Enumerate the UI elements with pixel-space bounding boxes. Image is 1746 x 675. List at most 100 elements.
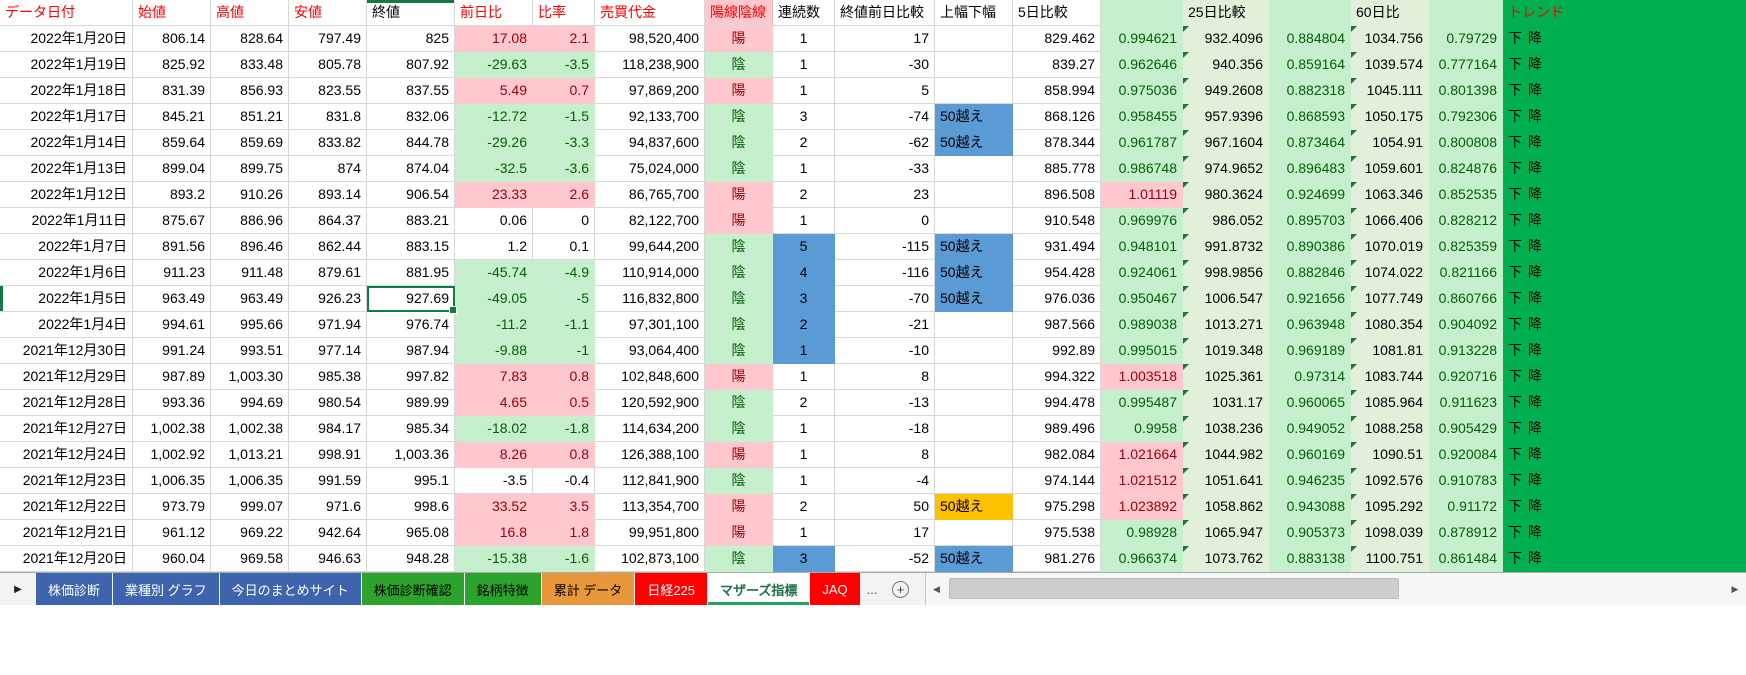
scroll-left-button[interactable]: ◀ — [926, 584, 948, 595]
cell-ma5-ratio[interactable]: 0.975036 — [1101, 78, 1183, 104]
column-header-low[interactable]: 安値 — [289, 0, 367, 26]
column-header-date[interactable]: データ日付 — [0, 0, 133, 26]
cell-high[interactable]: 828.64 — [211, 26, 289, 52]
cell-ma5-ratio[interactable]: 0.986748 — [1101, 156, 1183, 182]
cell-ma60-ratio[interactable]: 0.913228 — [1429, 338, 1503, 364]
cell-ma60[interactable]: 1081.81 — [1351, 338, 1429, 364]
cell-low[interactable]: 864.37 — [289, 208, 367, 234]
cell-ma5[interactable]: 868.126 — [1013, 104, 1101, 130]
cell-turnover[interactable]: 82,122,700 — [595, 208, 705, 234]
cell-ma25[interactable]: 1051.641 — [1183, 468, 1269, 494]
cell-open[interactable]: 973.79 — [133, 494, 211, 520]
cell-ma25-ratio[interactable]: 0.97314 — [1269, 364, 1351, 390]
cell-open[interactable]: 825.92 — [133, 52, 211, 78]
cell-candle[interactable]: 陰 — [705, 104, 773, 130]
cell-range-flag[interactable]: 50越え — [935, 234, 1013, 260]
cell-ma60[interactable]: 1054.91 — [1351, 130, 1429, 156]
cell-open[interactable]: 875.67 — [133, 208, 211, 234]
cell-ma60[interactable]: 1034.756 — [1351, 26, 1429, 52]
cell-high[interactable]: 1,003.30 — [211, 364, 289, 390]
cell-candle[interactable]: 陰 — [705, 260, 773, 286]
cell-close[interactable]: 997.82 — [367, 364, 455, 390]
cell-streak-diff[interactable]: -21 — [835, 312, 935, 338]
cell-ma5[interactable]: 975.298 — [1013, 494, 1101, 520]
cell-ma25[interactable]: 986.052 — [1183, 208, 1269, 234]
cell-ma60[interactable]: 1085.964 — [1351, 390, 1429, 416]
cell-change[interactable]: 0.06 — [455, 208, 533, 234]
cell-open[interactable]: 963.49 — [133, 286, 211, 312]
cell-high[interactable]: 1,006.35 — [211, 468, 289, 494]
scrollbar-thumb[interactable] — [948, 578, 1399, 599]
cell-consecutive[interactable]: 2 — [773, 494, 835, 520]
cell-turnover[interactable]: 99,951,800 — [595, 520, 705, 546]
cell-streak-diff[interactable]: -116 — [835, 260, 935, 286]
cell-streak-diff[interactable]: -10 — [835, 338, 935, 364]
cell-ma60-ratio[interactable]: 0.910783 — [1429, 468, 1503, 494]
cell-open[interactable]: 1,002.38 — [133, 416, 211, 442]
cell-change-pct[interactable]: 0.1 — [533, 234, 595, 260]
cell-ma25-ratio[interactable]: 0.882318 — [1269, 78, 1351, 104]
cell-trend[interactable]: 下降 — [1503, 234, 1746, 260]
cell-consecutive[interactable]: 1 — [773, 338, 835, 364]
cell-range-flag[interactable] — [935, 156, 1013, 182]
cell-date[interactable]: 2022年1月20日 — [0, 26, 133, 52]
cell-open[interactable]: 994.61 — [133, 312, 211, 338]
cell-ma25-ratio[interactable]: 0.946235 — [1269, 468, 1351, 494]
cell-turnover[interactable]: 116,832,800 — [595, 286, 705, 312]
column-header-turnover[interactable]: 売買代金 — [595, 0, 705, 26]
cell-ma60-ratio[interactable]: 0.861484 — [1429, 546, 1503, 572]
cell-change[interactable]: -18.02 — [455, 416, 533, 442]
add-sheet-button[interactable]: + — [885, 573, 917, 605]
cell-ma5[interactable]: 974.144 — [1013, 468, 1101, 494]
cell-ma5[interactable]: 931.494 — [1013, 234, 1101, 260]
cell-trend[interactable]: 下降 — [1503, 78, 1746, 104]
cell-close[interactable]: 948.28 — [367, 546, 455, 572]
cell-ma5-ratio[interactable]: 0.994621 — [1101, 26, 1183, 52]
cell-ma60-ratio[interactable]: 0.777164 — [1429, 52, 1503, 78]
cell-change-pct[interactable]: 1.8 — [533, 520, 595, 546]
cell-low[interactable]: 985.38 — [289, 364, 367, 390]
sheet-tab-4[interactable]: 株価診断確認 — [361, 573, 464, 605]
cell-ma5[interactable]: 975.538 — [1013, 520, 1101, 546]
cell-low[interactable]: 893.14 — [289, 182, 367, 208]
cell-candle[interactable]: 陰 — [705, 338, 773, 364]
cell-ma60[interactable]: 1095.292 — [1351, 494, 1429, 520]
cell-trend[interactable]: 下降 — [1503, 130, 1746, 156]
cell-turnover[interactable]: 113,354,700 — [595, 494, 705, 520]
cell-ma5[interactable]: 858.994 — [1013, 78, 1101, 104]
column-header-change-pct[interactable]: 比率 — [533, 0, 595, 26]
cell-candle[interactable]: 陰 — [705, 52, 773, 78]
cell-ma60[interactable]: 1083.744 — [1351, 364, 1429, 390]
cell-low[interactable]: 879.61 — [289, 260, 367, 286]
cell-high[interactable]: 1,002.38 — [211, 416, 289, 442]
cell-ma5[interactable]: 994.322 — [1013, 364, 1101, 390]
cell-change-pct[interactable]: -3.5 — [533, 52, 595, 78]
cell-ma60[interactable]: 1059.601 — [1351, 156, 1429, 182]
cell-change[interactable]: -9.88 — [455, 338, 533, 364]
cell-consecutive[interactable]: 2 — [773, 312, 835, 338]
cell-ma25[interactable]: 967.1604 — [1183, 130, 1269, 156]
cell-ma25[interactable]: 1065.947 — [1183, 520, 1269, 546]
cell-change-pct[interactable]: 0 — [533, 208, 595, 234]
cell-trend[interactable]: 下降 — [1503, 286, 1746, 312]
cell-close[interactable]: 987.94 — [367, 338, 455, 364]
cell-high[interactable]: 856.93 — [211, 78, 289, 104]
cell-ma25[interactable]: 998.9856 — [1183, 260, 1269, 286]
cell-range-flag[interactable]: 50越え — [935, 286, 1013, 312]
cell-ma60-ratio[interactable]: 0.878912 — [1429, 520, 1503, 546]
cell-ma60-ratio[interactable]: 0.828212 — [1429, 208, 1503, 234]
cell-change-pct[interactable]: -1.6 — [533, 546, 595, 572]
cell-low[interactable]: 874 — [289, 156, 367, 182]
cell-consecutive[interactable]: 1 — [773, 156, 835, 182]
cell-low[interactable]: 831.8 — [289, 104, 367, 130]
cell-candle[interactable]: 陰 — [705, 286, 773, 312]
cell-ma25[interactable]: 1025.361 — [1183, 364, 1269, 390]
cell-close[interactable]: 995.1 — [367, 468, 455, 494]
cell-date[interactable]: 2021年12月29日 — [0, 364, 133, 390]
cell-turnover[interactable]: 94,837,600 — [595, 130, 705, 156]
cell-candle[interactable]: 陰 — [705, 156, 773, 182]
cell-consecutive[interactable]: 1 — [773, 208, 835, 234]
cell-change[interactable]: -15.38 — [455, 546, 533, 572]
cell-low[interactable]: 971.94 — [289, 312, 367, 338]
cell-trend[interactable]: 下降 — [1503, 182, 1746, 208]
